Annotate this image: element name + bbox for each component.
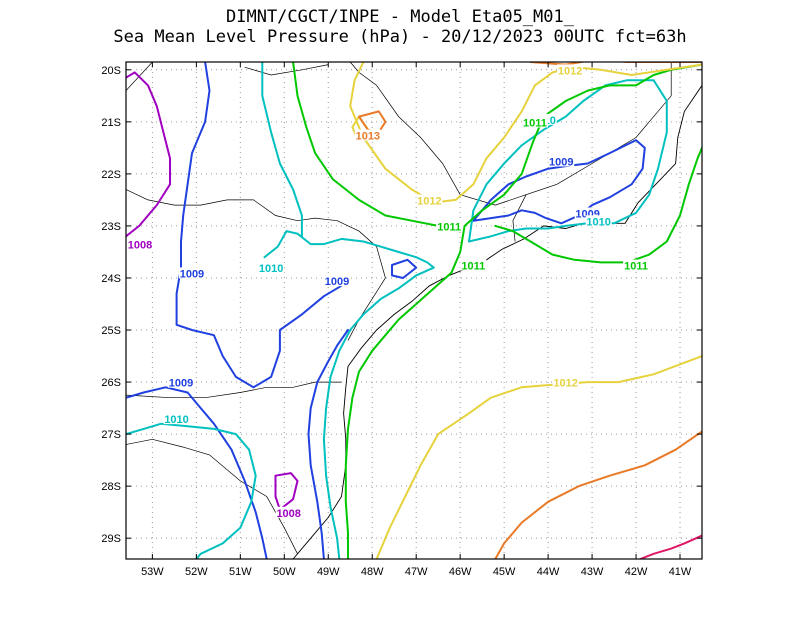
x-tick-label: 44W — [537, 566, 560, 578]
isobar-label-1010: 1010 — [164, 414, 188, 426]
isobar-labels: 1008100810091009100910091009101010101010… — [127, 64, 650, 520]
isobar-label-1009: 1009 — [325, 276, 349, 288]
plot-frame — [125, 61, 703, 560]
isobar-1010 — [126, 422, 257, 559]
isobar-1009 — [126, 386, 268, 559]
isobar-label-bg — [585, 215, 612, 227]
state-border — [512, 137, 637, 242]
isobar-label-1011: 1011 — [523, 117, 547, 129]
y-tick-label: 21S — [101, 117, 121, 129]
isobar-1010 — [261, 62, 303, 238]
x-tick-label: 49W — [317, 566, 340, 578]
isobar-1010 — [468, 79, 668, 243]
x-tick-label: 50W — [273, 566, 296, 578]
state-border — [126, 189, 149, 201]
isobar-label-1009: 1009 — [169, 378, 193, 390]
state-border — [126, 438, 298, 554]
isobar-1013 — [358, 110, 387, 134]
isobar-label-bg — [436, 220, 463, 232]
x-tick-label: 51W — [229, 566, 252, 578]
isobar-contours — [126, 62, 702, 559]
isobar-1009 — [472, 139, 646, 225]
isobar-label-bg — [324, 275, 351, 287]
y-tick-label: 23S — [101, 221, 121, 233]
isobar-label-bg — [163, 413, 190, 425]
state-border — [126, 381, 342, 399]
isobar-label-1010: 1010 — [586, 216, 610, 228]
x-tick-label: 52W — [185, 566, 208, 578]
isobar-label-1011: 1011 — [437, 222, 461, 234]
y-tick-label: 24S — [101, 273, 121, 285]
isobar-1009 — [391, 258, 418, 279]
isobar-label-1012: 1012 — [558, 65, 582, 77]
isobar-label-1008: 1008 — [276, 508, 300, 520]
isobar-label-bg — [354, 129, 381, 141]
isobar-1011 — [344, 63, 702, 559]
isobar-label-1013: 1013 — [356, 130, 380, 142]
x-axis-ticks: 53W 52W 51W 50W 49W 48W 47W 46W 45W 44W 43W 42W 41W — [141, 62, 692, 578]
isobar-1014 — [639, 534, 702, 559]
isobar-1008 — [126, 71, 171, 238]
isobar-label-bg — [552, 376, 579, 388]
state-border — [244, 64, 329, 76]
isobar-1013 — [529, 62, 702, 66]
isobar-1010 — [263, 230, 435, 559]
isobar-label-1012: 1012 — [553, 378, 577, 390]
isobar-label-1008: 1008 — [128, 240, 152, 252]
state-border — [349, 62, 527, 206]
isobar-1011 — [292, 62, 462, 230]
x-tick-label: 53W — [141, 566, 164, 578]
isobar-label-1012: 1012 — [417, 196, 441, 208]
isobar-label-bg — [548, 155, 575, 167]
isobar-label-bg — [521, 116, 548, 128]
isobar-label-1011: 1011 — [624, 261, 648, 273]
state-border — [635, 62, 672, 138]
isobar-label-bg — [178, 267, 205, 279]
y-tick-label: 26S — [101, 377, 121, 389]
isobar-1013 — [494, 430, 702, 559]
x-tick-label: 46W — [449, 566, 472, 578]
coastline-segment — [292, 85, 702, 559]
isobar-label-bg — [623, 259, 650, 271]
isobar-label-bg — [258, 262, 285, 274]
y-tick-label: 22S — [101, 169, 121, 181]
y-tick-label: 25S — [101, 325, 121, 337]
x-tick-label: 45W — [493, 566, 516, 578]
isobar-label-bg — [127, 238, 153, 250]
isobar-label-1009: 1009 — [549, 156, 573, 168]
isobar-1009 — [175, 62, 347, 389]
chart-subtitle: Sea Mean Level Pressure (hPa) - 20/12/20… — [113, 27, 686, 47]
coastline — [292, 85, 702, 559]
isobar-1012 — [375, 355, 702, 559]
isobar-label-bg — [574, 207, 601, 219]
y-tick-label: 20S — [101, 65, 121, 77]
isobar-label-bg — [557, 64, 584, 76]
isobar-1009 — [307, 329, 349, 559]
state-border — [147, 199, 386, 341]
x-tick-label: 43W — [581, 566, 604, 578]
isobar-1008 — [274, 472, 299, 511]
isobar-label-1009: 1009 — [180, 268, 204, 280]
x-tick-label: 42W — [625, 566, 648, 578]
isobar-label-1011: 1011 — [461, 261, 485, 273]
x-tick-label: 48W — [361, 566, 384, 578]
chart-title: DIMNT/CGCT/INPE - Model Eta05_M01_ — [226, 7, 575, 27]
isobar-label-bg — [275, 506, 302, 518]
y-axis-ticks: 20S 21S 22S 23S 24S 25S 26S 27S 28S 29S — [101, 65, 702, 545]
isobar-label-bg — [167, 376, 194, 388]
y-tick-label: 27S — [101, 429, 121, 441]
isobar-label-bg — [460, 259, 487, 271]
y-tick-label: 28S — [101, 481, 121, 493]
x-tick-label: 41W — [669, 566, 692, 578]
isobar-label-1010: 1010 — [259, 263, 283, 275]
x-tick-label: 47W — [405, 566, 428, 578]
y-tick-label: 29S — [101, 533, 121, 545]
isobar-label-bg — [416, 194, 443, 206]
political-borders — [126, 62, 672, 554]
